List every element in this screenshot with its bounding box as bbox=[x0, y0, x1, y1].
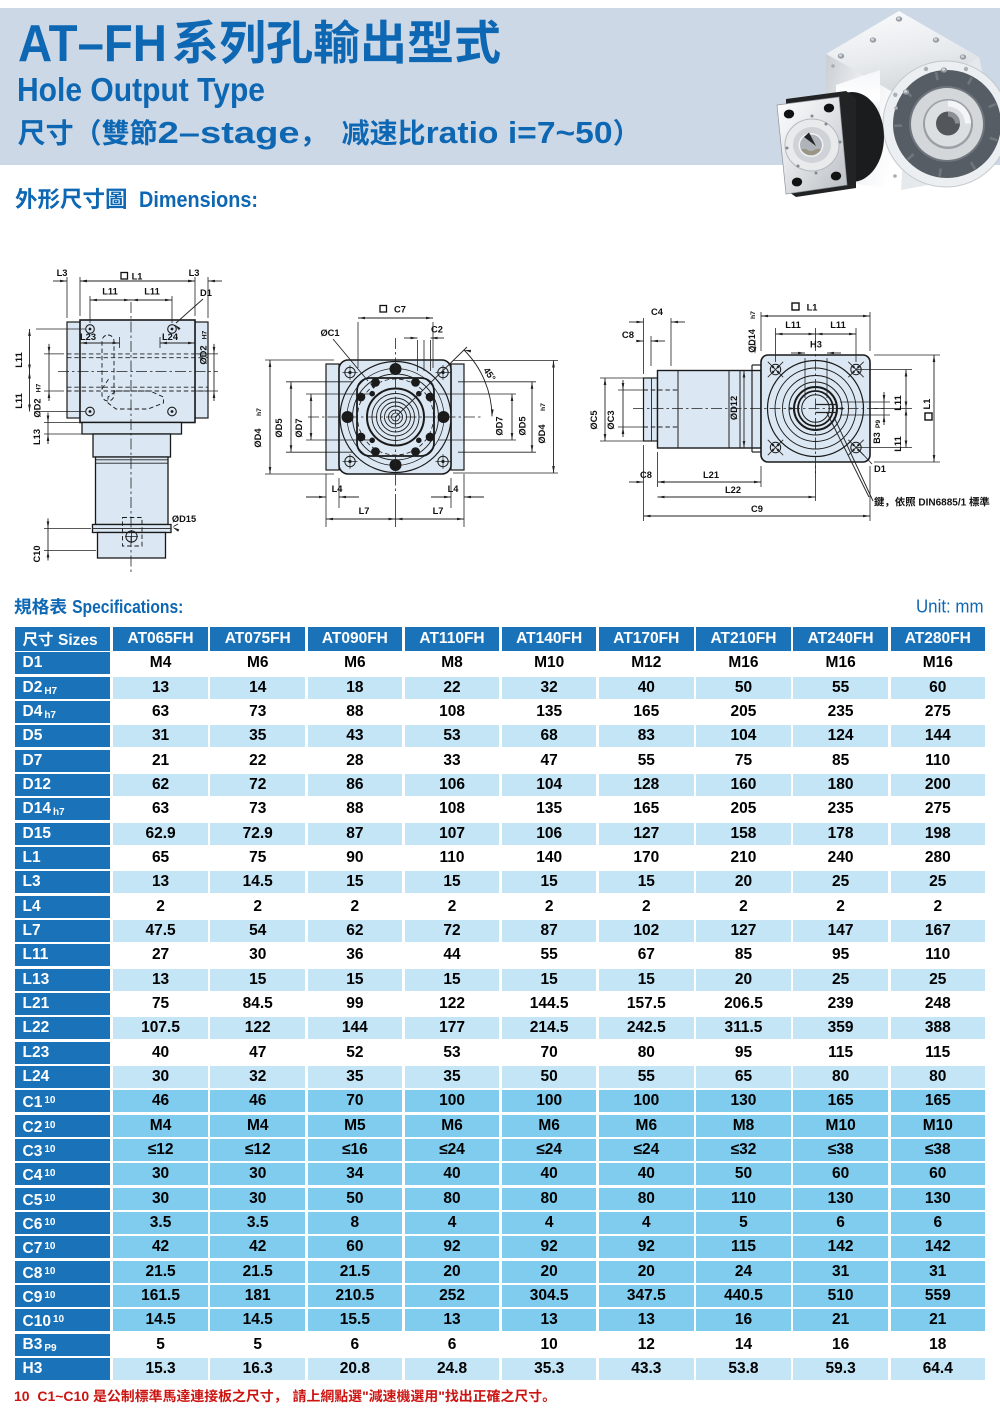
svg-text:ØD2: ØD2 bbox=[33, 398, 43, 417]
svg-text:ØC3: ØC3 bbox=[606, 410, 616, 429]
svg-text:L22: L22 bbox=[725, 485, 741, 495]
svg-text:": " bbox=[438, 1388, 445, 1404]
svg-text:2–stage: 2–stage bbox=[158, 115, 300, 150]
svg-text:B3: B3 bbox=[872, 432, 882, 444]
svg-text:Sizes: Sizes bbox=[58, 632, 98, 649]
svg-text:L11: L11 bbox=[893, 395, 903, 411]
svg-text:ØD14: ØD14 bbox=[747, 329, 757, 353]
svg-text:45°: 45° bbox=[481, 366, 497, 383]
svg-text:ØD7: ØD7 bbox=[294, 418, 304, 437]
svg-text:L1: L1 bbox=[132, 272, 143, 282]
svg-text:ØD7: ØD7 bbox=[495, 416, 505, 435]
svg-text:DIN6885/1: DIN6885/1 bbox=[916, 498, 969, 509]
svg-text:ØD4: ØD4 bbox=[537, 424, 547, 444]
svg-text:L11: L11 bbox=[785, 320, 801, 330]
svg-text:ØD12: ØD12 bbox=[729, 396, 739, 420]
svg-text:C7: C7 bbox=[394, 305, 406, 315]
svg-text:L11: L11 bbox=[144, 287, 160, 297]
svg-text:D1: D1 bbox=[874, 464, 886, 474]
svg-text:L11: L11 bbox=[102, 287, 118, 297]
svg-text:L11: L11 bbox=[893, 436, 903, 452]
svg-text:C10: C10 bbox=[32, 545, 42, 562]
svg-text:h7: h7 bbox=[540, 403, 547, 411]
svg-text:AT–FH: AT–FH bbox=[18, 15, 167, 73]
svg-text:C4: C4 bbox=[651, 307, 664, 317]
svg-text:ØD15: ØD15 bbox=[172, 514, 196, 524]
svg-text:ØC5: ØC5 bbox=[589, 410, 599, 429]
svg-text:L11: L11 bbox=[14, 393, 24, 409]
svg-text:L7: L7 bbox=[359, 506, 370, 516]
svg-text:D1: D1 bbox=[200, 288, 212, 298]
svg-text:L23: L23 bbox=[80, 332, 96, 342]
svg-text:": " bbox=[362, 1388, 369, 1404]
svg-text:ØC1: ØC1 bbox=[320, 328, 339, 338]
svg-text:ratio i=7~50: ratio i=7~50 bbox=[426, 115, 613, 150]
svg-text:h7: h7 bbox=[750, 311, 757, 319]
svg-text:ØD5: ØD5 bbox=[518, 416, 528, 435]
svg-text:h7: h7 bbox=[256, 408, 263, 416]
svg-text:Specifications:: Specifications: bbox=[72, 596, 183, 617]
svg-text:L3: L3 bbox=[189, 268, 200, 278]
svg-text:L21: L21 bbox=[703, 470, 719, 480]
svg-text:L1: L1 bbox=[807, 303, 818, 313]
svg-text:L7: L7 bbox=[433, 506, 444, 516]
svg-text:L11: L11 bbox=[14, 352, 24, 368]
svg-text:L24: L24 bbox=[162, 332, 179, 342]
svg-text:Unit: mm: Unit: mm bbox=[916, 596, 984, 617]
svg-text:Dimensions:: Dimensions: bbox=[139, 187, 258, 212]
svg-text:10 C1~C10: 10 C1~C10 bbox=[14, 1388, 93, 1404]
svg-text:L11: L11 bbox=[830, 320, 846, 330]
svg-text:C2: C2 bbox=[431, 325, 443, 335]
svg-text:L3: L3 bbox=[57, 268, 68, 278]
svg-text:H7: H7 bbox=[202, 330, 209, 339]
svg-text:C8: C8 bbox=[622, 330, 634, 341]
svg-text:P9: P9 bbox=[875, 420, 882, 429]
svg-text:L1: L1 bbox=[922, 399, 932, 410]
svg-text:ØD2: ØD2 bbox=[199, 345, 209, 364]
svg-text:Hole Output Type: Hole Output Type bbox=[17, 72, 265, 109]
svg-text:C9: C9 bbox=[751, 504, 763, 514]
svg-text:C8: C8 bbox=[640, 470, 652, 480]
svg-text:L4: L4 bbox=[332, 484, 344, 494]
svg-text:ØD5: ØD5 bbox=[274, 418, 284, 437]
svg-text:H3: H3 bbox=[810, 340, 822, 350]
svg-text:L4: L4 bbox=[448, 484, 460, 494]
svg-text:L13: L13 bbox=[32, 429, 42, 445]
svg-text:ØD4: ØD4 bbox=[253, 428, 263, 448]
svg-text:H7: H7 bbox=[36, 383, 43, 392]
